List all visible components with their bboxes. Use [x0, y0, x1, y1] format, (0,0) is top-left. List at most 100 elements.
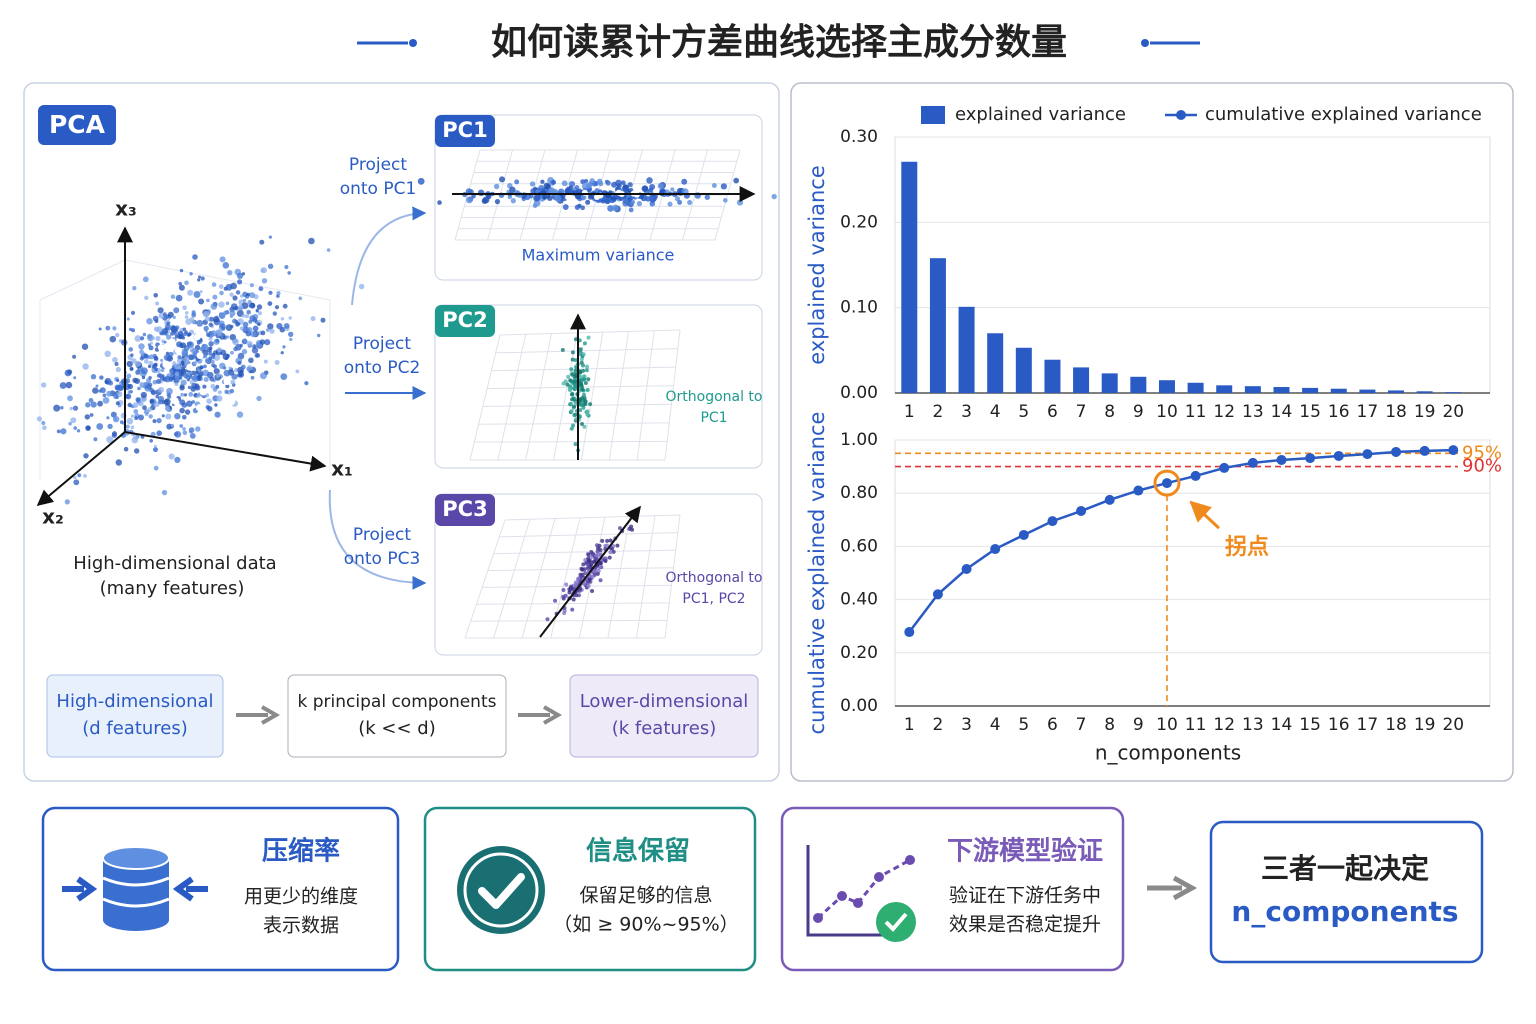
scatter-dot [584, 368, 589, 373]
axis-label: x₁ [331, 457, 353, 481]
scatter-dot [134, 360, 141, 367]
x-tick-label: 20 [1442, 715, 1464, 735]
line-point [1104, 494, 1115, 505]
scatter-dot [165, 413, 172, 420]
scatter-dot [213, 354, 221, 361]
scatter-dot [115, 401, 120, 406]
project-label: Project [353, 334, 411, 354]
scatter-dot [109, 335, 117, 343]
scatter-dot [99, 375, 104, 380]
scatter-dot [182, 327, 187, 331]
scatter-dot [256, 395, 262, 402]
scatter-dot [73, 479, 80, 486]
scatter-dot [210, 383, 216, 389]
scatter-dot [203, 325, 209, 332]
x-tick-label: 2 [933, 402, 944, 422]
scatter-dot [42, 425, 47, 431]
scatter-dot [179, 407, 185, 414]
scatter-dot [237, 279, 243, 285]
scatter-dot [132, 286, 137, 291]
scatter-dot [229, 388, 235, 394]
scatter-dot [208, 336, 213, 341]
scatter-dot [169, 367, 176, 375]
scatter-dot [630, 199, 636, 205]
scatter-dot [85, 425, 91, 431]
scatter-dot [83, 453, 89, 459]
scatter-dot [538, 184, 544, 191]
scatter-dot [231, 373, 238, 380]
scatter-dot [200, 276, 205, 281]
scatter-dot [168, 338, 176, 346]
scatter-dot [225, 283, 233, 291]
scatter-dot [276, 291, 281, 296]
scatter-dot [565, 382, 570, 387]
scatter-dot [255, 308, 259, 312]
scatter-dot [119, 420, 124, 425]
scatter-dot [611, 549, 616, 554]
scatter-dot [181, 336, 186, 340]
scatter-dot [130, 353, 134, 357]
plane-grid [495, 348, 678, 354]
x-tick-label: 20 [1442, 402, 1464, 422]
scatter-dot [204, 358, 210, 364]
scatter-dot [141, 375, 146, 380]
scatter-dot [53, 404, 61, 412]
scatter-dot [76, 429, 81, 433]
scatter-dot [170, 294, 176, 299]
scatter-dot [230, 350, 234, 355]
scatter-dot [218, 312, 223, 317]
scatter-dot [580, 567, 585, 572]
scatter-dot [158, 313, 165, 319]
line-point [1076, 506, 1087, 517]
scatter-dot [170, 331, 175, 336]
scatter-dot [670, 187, 675, 192]
axis-label: x₃ [115, 197, 137, 221]
x-tick-label: 19 [1414, 402, 1436, 422]
scatter-dot [167, 311, 174, 318]
scatter-dot [215, 338, 220, 343]
scatter-dot [260, 330, 266, 336]
scatter-dot [611, 181, 618, 188]
scatter-dot [572, 413, 577, 418]
bar [958, 306, 975, 393]
scatter-dot [130, 425, 135, 430]
scatter-dot [586, 377, 591, 382]
scatter-dot [237, 304, 244, 311]
scatter-dot [177, 355, 182, 360]
scatter-dot [77, 473, 82, 478]
scatter-dot [590, 588, 595, 593]
scatter-dot [149, 341, 153, 345]
scatter-dot [573, 400, 578, 405]
scatter-dot [572, 404, 577, 409]
flow-boxes [46, 674, 759, 758]
scatter-dot [589, 550, 594, 555]
scatter-dot [267, 323, 274, 330]
pc-caption: PC1, PC2 [682, 591, 745, 607]
x-tick-label: 4 [990, 402, 1001, 422]
scatter-dot [198, 298, 205, 305]
scatter-dot [104, 379, 109, 385]
scatter-dot [142, 276, 149, 283]
x-tick-label: 2 [933, 715, 944, 735]
x-tick-label: 16 [1328, 715, 1350, 735]
scatter-dot [562, 204, 569, 210]
scatter-dot [228, 398, 236, 406]
scatter-dot [573, 583, 578, 588]
scatter-dot [153, 447, 158, 453]
scatter-dot [126, 373, 132, 379]
scatter-dot [183, 373, 189, 379]
scatter-dot [579, 383, 584, 388]
scatter-dot [720, 183, 727, 190]
scatter-dot [570, 392, 575, 397]
scatter-dot [184, 311, 189, 315]
scatter-dot [153, 355, 159, 361]
y-tick-label: 0.60 [840, 536, 878, 556]
pc-caption: Maximum variance [522, 246, 675, 265]
scatter-dot [581, 368, 586, 373]
scatter-dot [157, 307, 164, 314]
scatter-dot [132, 402, 139, 408]
scatter-dot [156, 430, 162, 437]
scatter-dot [582, 424, 587, 429]
scatter-dot [320, 317, 326, 323]
